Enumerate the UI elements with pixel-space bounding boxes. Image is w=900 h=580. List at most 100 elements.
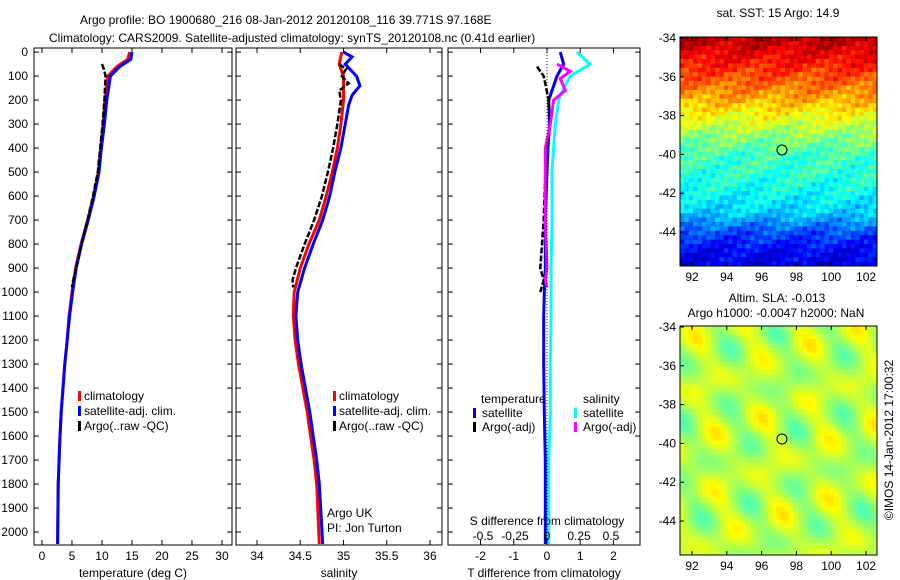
heatmap-cell <box>710 436 716 441</box>
heatmap-cell <box>680 528 685 534</box>
heatmap-cell <box>798 374 804 380</box>
heatmap-cell <box>723 471 729 477</box>
heatmap-cell <box>767 41 773 47</box>
heatmap-cell <box>701 537 707 543</box>
heatmap-cell <box>697 252 703 258</box>
heatmap-cell <box>833 475 839 481</box>
heatmap-cell <box>706 528 712 534</box>
heatmap-cell <box>780 378 786 384</box>
heatmap-cell <box>771 343 777 349</box>
heatmap-cell <box>771 475 777 481</box>
heatmap-cell <box>833 453 839 459</box>
heatmap-cell <box>846 59 852 64</box>
heatmap-cell <box>820 125 825 130</box>
heatmap-cell <box>754 239 760 245</box>
heatmap-cell <box>745 493 751 499</box>
heatmap-cell <box>828 81 834 86</box>
heatmap-cell <box>684 151 690 157</box>
heatmap-cell <box>732 41 738 47</box>
heatmap-cell <box>736 125 742 130</box>
series-line-satellite-adj-clim- <box>56 51 134 545</box>
heatmap-cell <box>732 488 738 494</box>
heatmap-cell <box>750 85 755 91</box>
heatmap-cell <box>741 37 747 42</box>
heatmap-cell <box>771 94 777 100</box>
heatmap-cell <box>785 199 790 205</box>
heatmap-cell <box>811 261 817 267</box>
heatmap-cell <box>732 515 738 521</box>
heatmap-cell <box>820 414 825 419</box>
heatmap-cell <box>710 111 716 117</box>
heatmap-cell <box>793 252 799 258</box>
heatmap-cell <box>754 471 760 477</box>
heatmap-cell <box>863 524 869 530</box>
heatmap-cell <box>771 142 777 148</box>
lon-tick-label: 98 <box>790 270 804 284</box>
heatmap-cell <box>680 356 685 362</box>
heatmap-cell <box>715 107 720 113</box>
heatmap-cell <box>863 440 869 446</box>
heatmap-cell <box>811 440 817 446</box>
heatmap-cell <box>846 138 852 144</box>
heatmap-cell <box>841 54 847 60</box>
heatmap-cell <box>701 409 707 415</box>
heatmap-cell <box>780 230 786 236</box>
heatmap-cell <box>868 348 874 353</box>
heatmap-cell <box>855 365 860 371</box>
heatmap-cell <box>780 550 786 556</box>
heatmap-cell <box>789 326 795 331</box>
heatmap-cell <box>745 550 751 556</box>
heatmap-cell <box>846 257 852 263</box>
heatmap-cell <box>868 239 874 245</box>
heatmap-cell <box>859 515 865 521</box>
heatmap-cell <box>846 147 852 152</box>
heatmap-cell <box>872 248 878 254</box>
heatmap-cell <box>802 239 808 245</box>
heatmap-cell <box>872 343 878 349</box>
heatmap-cell <box>802 221 808 227</box>
heatmap-cell <box>806 138 812 144</box>
heatmap-cell <box>697 537 703 543</box>
heatmap-cell <box>793 427 799 433</box>
heatmap-cell <box>728 506 734 512</box>
heatmap-cell <box>789 257 795 263</box>
heatmap-cell <box>776 208 782 214</box>
heatmap-cell <box>710 326 716 331</box>
heatmap-cell <box>715 546 720 552</box>
heatmap-cell <box>780 151 786 157</box>
heatmap-cell <box>855 471 860 477</box>
heatmap-cell <box>715 142 720 148</box>
heatmap-cell <box>841 484 847 490</box>
heatmap-cell <box>684 400 690 406</box>
heatmap-cell <box>824 471 830 477</box>
heatmap-cell <box>820 370 825 375</box>
heatmap-cell <box>837 67 843 73</box>
heatmap-cell <box>793 458 799 464</box>
heatmap-cell <box>732 339 738 345</box>
lat-tick-label: -38 <box>659 398 677 412</box>
heatmap-cell <box>710 199 716 205</box>
heatmap-cell <box>798 427 804 433</box>
heatmap-cell <box>701 169 707 175</box>
heatmap-cell <box>872 510 878 516</box>
heatmap-cell <box>710 182 716 188</box>
heatmap-cell <box>863 103 869 108</box>
heatmap-cell <box>750 239 755 245</box>
heatmap-cell <box>776 226 782 232</box>
heatmap-cell <box>850 449 856 455</box>
heatmap-cell <box>846 208 852 214</box>
heatmap-cell <box>785 111 790 117</box>
heatmap-cell <box>723 541 729 547</box>
heatmap-cell <box>693 387 699 393</box>
heatmap-cell <box>855 502 860 508</box>
heatmap-cell <box>798 41 804 47</box>
heatmap-cell <box>824 453 830 459</box>
heatmap-cell <box>780 37 786 42</box>
heatmap-cell <box>806 414 812 419</box>
heatmap-cell <box>824 116 830 122</box>
heatmap-cell <box>802 378 808 384</box>
heatmap-cell <box>697 480 703 486</box>
heatmap-cell <box>872 199 878 205</box>
heatmap-cell <box>806 217 812 223</box>
heatmap-cell <box>859 248 865 254</box>
